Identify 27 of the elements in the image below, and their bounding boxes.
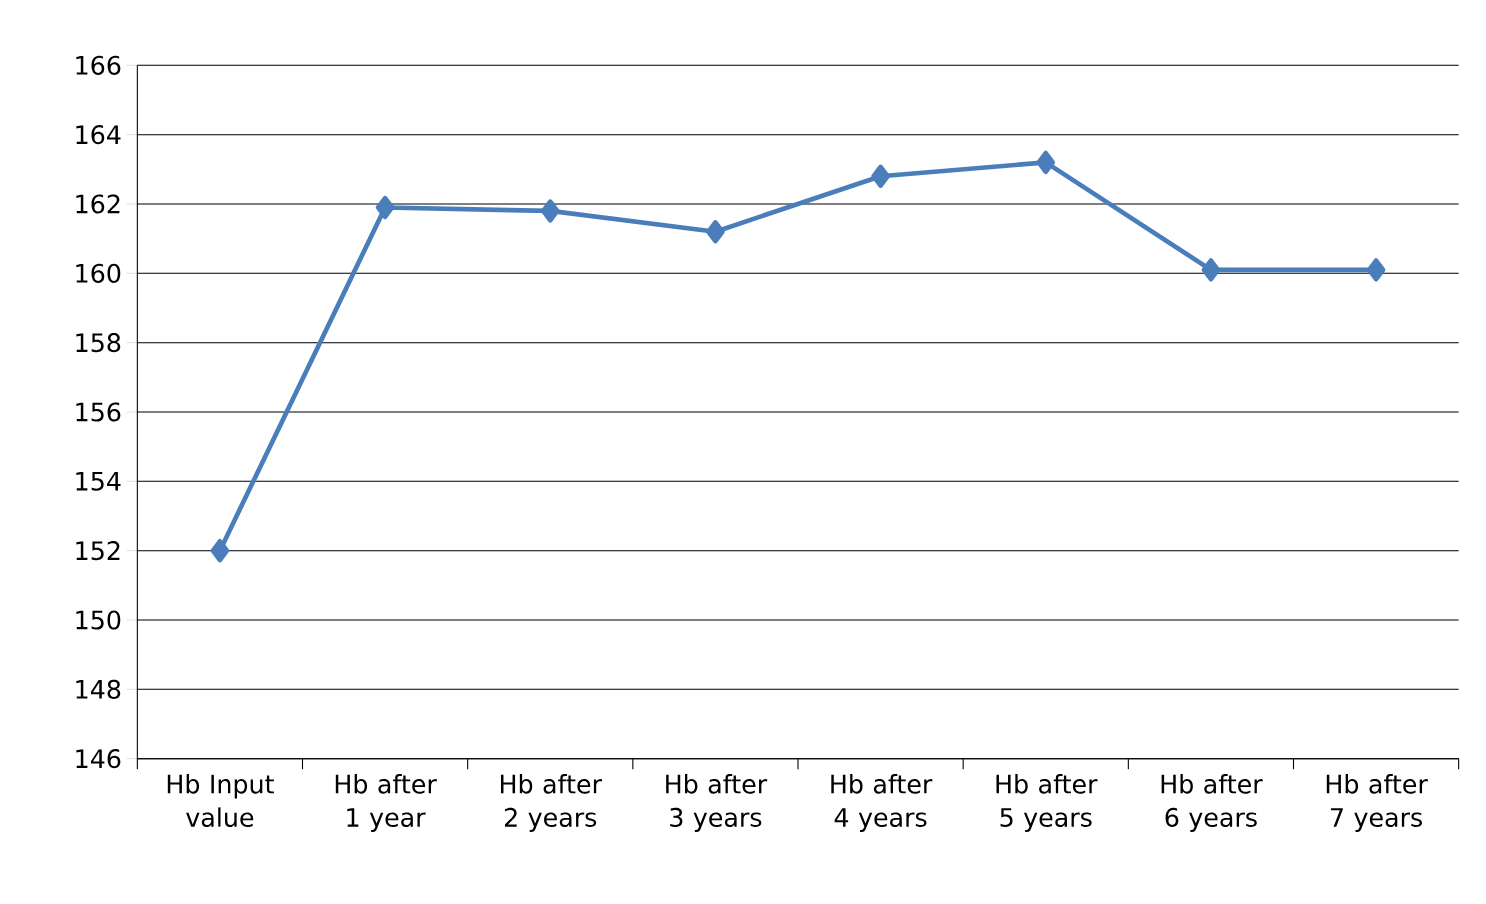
x-tick-label: Hb after 4 years [831, 774, 933, 832]
y-tick-label: 158 [76, 333, 121, 353]
point [375, 195, 395, 220]
x-tick-label: Hb after 3 years [666, 774, 768, 832]
x-tick-label: Hb after 6 years [1161, 774, 1263, 832]
point [706, 220, 725, 244]
y-tick-label: 156 [76, 402, 121, 422]
y-tick-label: 152 [76, 541, 120, 561]
y-tick-label: 154 [76, 471, 121, 491]
point [1201, 258, 1221, 282]
point [540, 199, 560, 223]
point [210, 538, 230, 563]
x-tick-label: Hb after 7 years [1326, 774, 1428, 832]
x-tick-label: Hb Input value [167, 774, 274, 827]
point [1366, 258, 1386, 282]
x-tick-label: Hb after 1 year [335, 774, 437, 832]
y-tick-label: 160 [76, 263, 121, 283]
x-tick-label: Hb after 5 years [996, 774, 1098, 832]
x-tick-label: Hb after 2 years [500, 774, 603, 832]
y-tick-label: 150 [76, 610, 121, 630]
point [871, 164, 890, 188]
point [1036, 150, 1056, 175]
y-tick-label: 164 [76, 125, 121, 145]
y-tick-label: 162 [76, 194, 120, 214]
y-tick-label: 146 [76, 749, 121, 769]
y-tick-label: 148 [76, 679, 121, 699]
y-tick-label: 166 [76, 55, 121, 75]
